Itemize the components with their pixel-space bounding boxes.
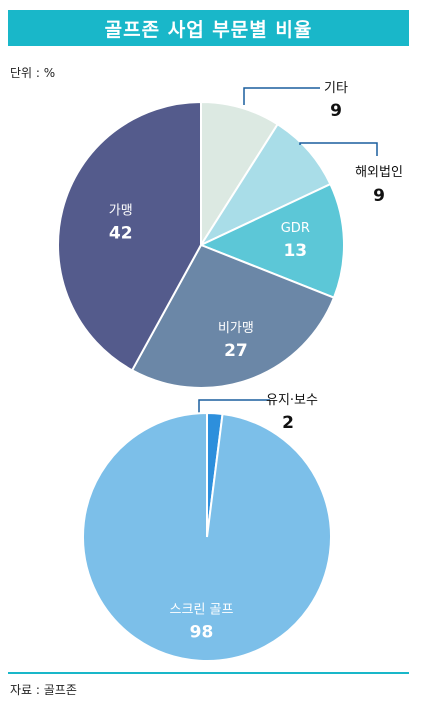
unit-label: 단위 : % bbox=[10, 66, 56, 80]
slice-label: GDR bbox=[281, 221, 310, 236]
slice-label: 가맹 bbox=[109, 203, 133, 218]
slice-label: 스크린 골프 bbox=[170, 603, 234, 618]
slice-value: 2 bbox=[282, 413, 294, 433]
slice-value: 9 bbox=[330, 101, 342, 121]
leader-line bbox=[198, 399, 270, 413]
source-label: 자료 : 골프존 bbox=[10, 683, 77, 697]
pie-chart-1: 기타 9 해외법인 9 GDR 13 비가맹 27 가맹 42 bbox=[57, 81, 403, 389]
pie-slice bbox=[200, 100, 280, 249]
footer-divider bbox=[8, 672, 409, 674]
slice-value: 13 bbox=[283, 241, 307, 261]
slice-value: 27 bbox=[224, 341, 248, 361]
slice-label: 해외법인 bbox=[355, 165, 403, 180]
pie-slice bbox=[198, 182, 345, 299]
chart-title: 골프존 사업 부문별 비율 bbox=[8, 10, 409, 46]
leader-line bbox=[243, 87, 320, 105]
slice-label: 기타 bbox=[324, 81, 348, 96]
slice-value: 9 bbox=[373, 186, 385, 206]
pie-slice bbox=[198, 122, 332, 248]
pie-slice bbox=[57, 100, 202, 372]
slice-label: 비가맹 bbox=[218, 321, 254, 336]
pie-slice bbox=[81, 411, 332, 662]
slice-value: 98 bbox=[190, 623, 214, 643]
slice-value: 42 bbox=[109, 223, 133, 243]
leader-line bbox=[299, 142, 378, 156]
pie-slice bbox=[130, 243, 336, 389]
pie-chart-2: 유지·보수 2 스크린 골프 98 bbox=[81, 393, 332, 662]
slice-label: 유지·보수 bbox=[266, 393, 318, 408]
